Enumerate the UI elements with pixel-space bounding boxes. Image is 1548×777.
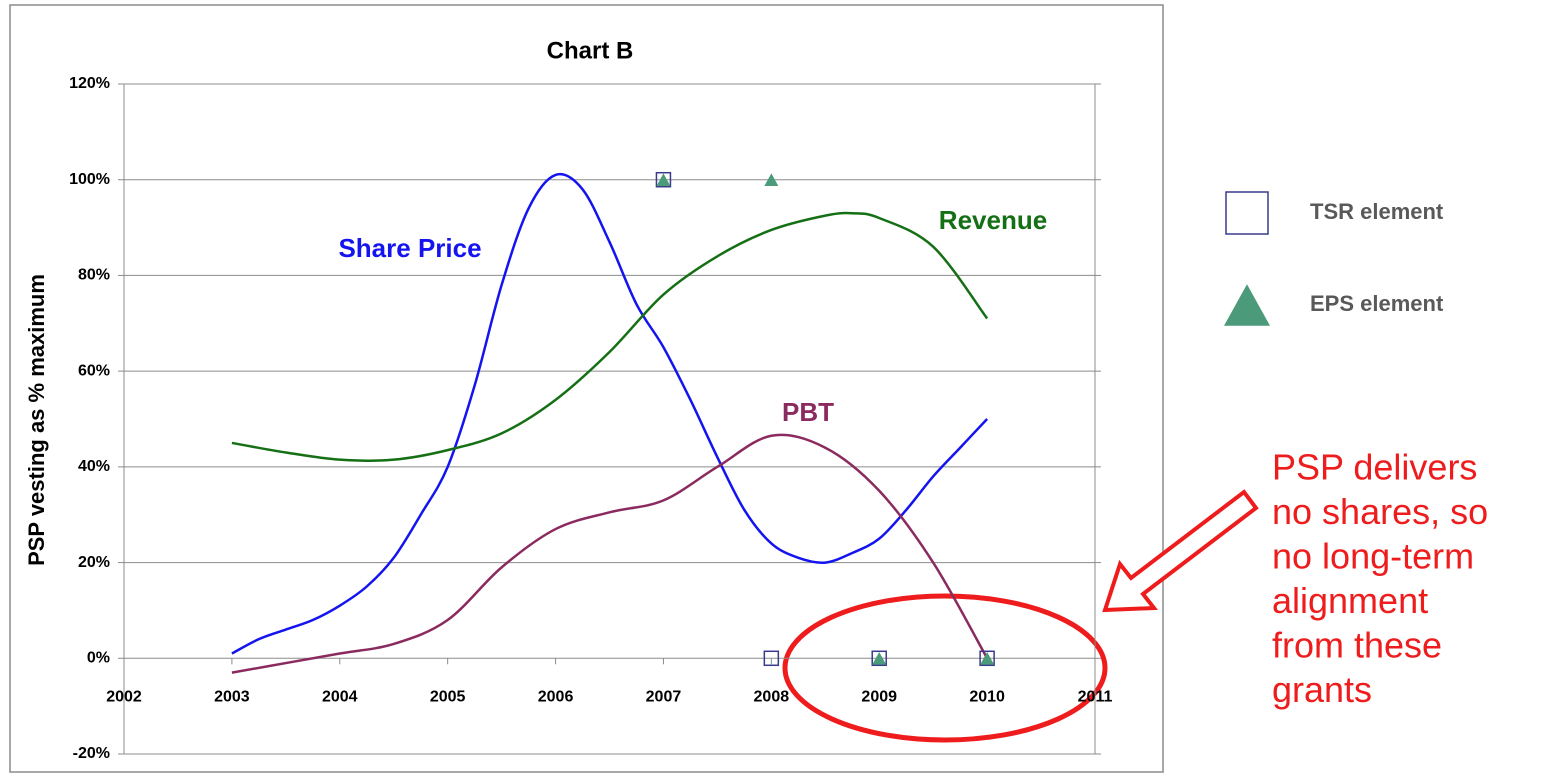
- series-label: Revenue: [939, 205, 1047, 235]
- data-point: [656, 173, 671, 187]
- annotation-line: alignment: [1272, 580, 1428, 621]
- data-point: [979, 650, 995, 667]
- y-tick-label: 100%: [69, 171, 110, 188]
- series-label: Share Price: [338, 233, 481, 263]
- callout-arrow: [1102, 489, 1259, 613]
- data-point: [871, 650, 887, 667]
- x-tick-label: 2002: [106, 689, 142, 706]
- x-tick-label: 2009: [861, 689, 897, 706]
- annotation-line: no shares, so: [1272, 491, 1488, 532]
- y-tick-label: 120%: [69, 75, 110, 92]
- annotation-line: PSP delivers: [1272, 447, 1477, 488]
- x-tick-label: 2011: [1078, 689, 1113, 706]
- annotation-line: no long-term: [1272, 536, 1474, 577]
- y-tick-label: 80%: [78, 267, 110, 284]
- data-point: [980, 651, 995, 665]
- legend-marker: [1225, 191, 1269, 235]
- x-tick-label: 2008: [754, 689, 790, 706]
- data-point: [763, 650, 780, 667]
- annotation-line: grants: [1272, 669, 1372, 710]
- x-tick-label: 2003: [214, 689, 250, 706]
- line-series: [231, 433, 989, 674]
- chart-border: [9, 4, 1164, 773]
- highlight-ellipse: [782, 593, 1108, 743]
- data-point: [764, 173, 779, 187]
- x-tick-label: 2007: [646, 689, 682, 706]
- series-label: PBT: [782, 397, 834, 427]
- y-axis-label: PSP vesting as % maximum: [24, 274, 49, 566]
- data-point: [872, 651, 887, 665]
- y-tick-label: 40%: [78, 458, 110, 475]
- x-tick-label: 2006: [538, 689, 574, 706]
- legend-marker: [1224, 284, 1270, 326]
- chart-title: Chart B: [547, 37, 634, 64]
- line-series: [231, 211, 989, 462]
- legend-label: EPS element: [1310, 291, 1444, 316]
- y-tick-label: -20%: [73, 745, 110, 762]
- legend-label: TSR element: [1310, 199, 1444, 224]
- x-tick-label: 2004: [322, 689, 358, 706]
- x-tick-label: 2005: [430, 689, 466, 706]
- y-tick-label: 60%: [78, 362, 110, 379]
- y-tick-label: 20%: [78, 554, 110, 571]
- x-tick-label: 2010: [969, 689, 1005, 706]
- annotation-line: from these: [1272, 625, 1442, 666]
- line-series: [231, 172, 989, 655]
- y-tick-label: 0%: [87, 650, 110, 667]
- data-point: [655, 171, 672, 188]
